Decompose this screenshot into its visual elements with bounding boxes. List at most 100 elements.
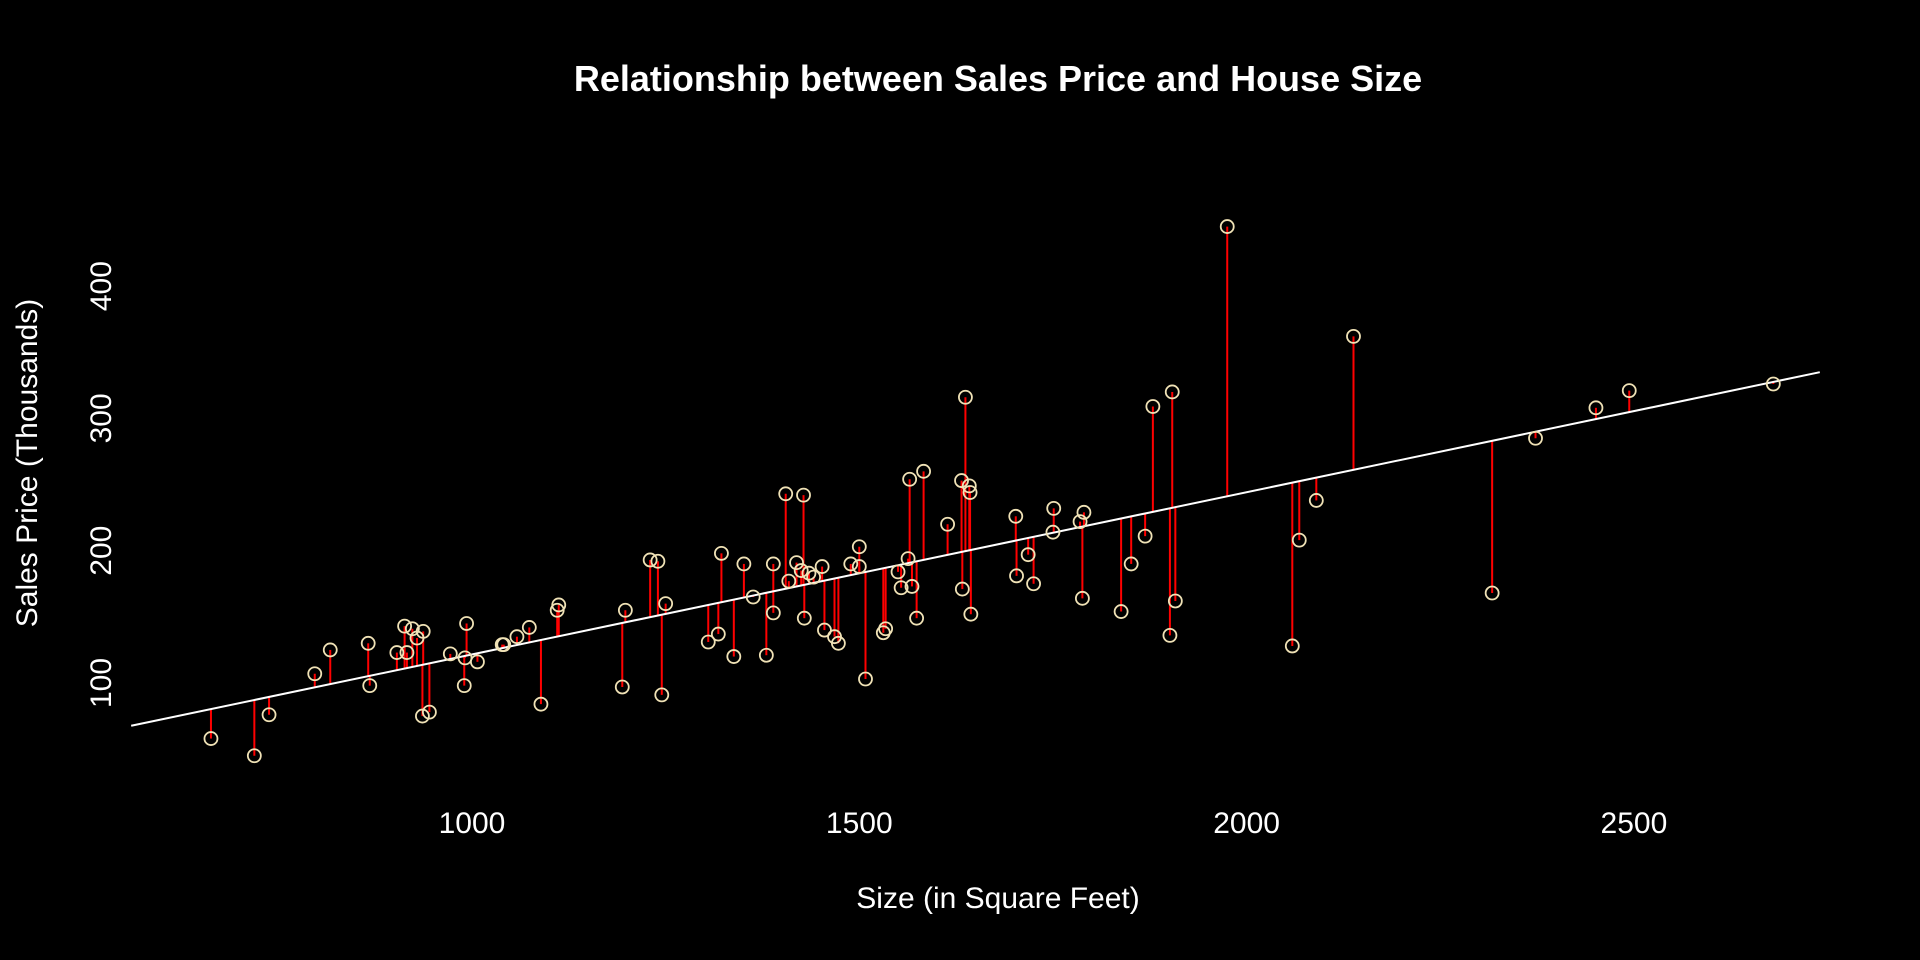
data-point	[415, 708, 430, 724]
data-point	[765, 605, 781, 621]
data-point	[893, 580, 909, 596]
x-tick-label: 2000	[1213, 807, 1280, 840]
y-tick-label: 200	[85, 526, 118, 576]
data-point	[533, 696, 549, 712]
data-point	[778, 486, 794, 502]
residual-lines	[209, 226, 1775, 756]
data-point	[650, 553, 666, 569]
data-points	[203, 219, 1781, 764]
data-point	[789, 555, 804, 571]
data-point	[1045, 524, 1061, 540]
data-point	[642, 552, 658, 568]
data-point	[421, 704, 437, 720]
data-point	[714, 545, 729, 561]
data-point	[958, 389, 973, 405]
data-point	[1123, 556, 1139, 572]
data-point	[459, 616, 474, 631]
data-point	[1528, 430, 1543, 446]
data-point	[765, 556, 781, 572]
regression-line	[130, 371, 1821, 727]
data-point	[617, 602, 633, 618]
data-point	[1484, 585, 1500, 601]
data-point	[1020, 547, 1036, 563]
data-point	[1284, 638, 1300, 654]
data-point	[745, 589, 761, 605]
data-point	[710, 626, 726, 642]
data-point	[307, 666, 323, 682]
data-point	[415, 624, 431, 639]
data-point	[858, 671, 873, 687]
data-point	[851, 539, 867, 555]
data-point	[1765, 376, 1781, 392]
data-point	[940, 516, 956, 532]
data-point	[658, 596, 674, 612]
data-point	[1026, 576, 1041, 592]
y-axis-ticks: 100 200 300 400	[85, 261, 118, 708]
data-point	[399, 645, 415, 660]
data-point	[962, 485, 978, 500]
data-point	[806, 569, 821, 585]
data-point	[902, 471, 918, 487]
data-point	[793, 563, 809, 578]
data-point	[551, 597, 567, 613]
data-point	[496, 637, 512, 653]
y-tick-label: 100	[85, 658, 118, 708]
data-point	[904, 579, 920, 594]
y-tick-label: 400	[85, 261, 118, 311]
data-point	[1162, 627, 1178, 643]
data-point	[1009, 568, 1024, 584]
data-point	[397, 618, 413, 634]
data-point	[521, 620, 537, 635]
data-point	[362, 678, 378, 694]
x-tick-label: 1000	[439, 807, 506, 840]
data-point	[1074, 590, 1090, 606]
data-point	[442, 646, 458, 662]
data-point	[843, 556, 859, 572]
data-point	[509, 629, 525, 645]
data-point	[700, 634, 716, 650]
x-axis-label: Size (in Square Feet)	[856, 882, 1139, 915]
data-point	[916, 463, 931, 479]
data-point	[1145, 399, 1161, 414]
data-point	[900, 551, 916, 567]
data-point	[796, 610, 812, 626]
data-point	[1008, 508, 1024, 524]
data-point	[954, 473, 969, 488]
data-point	[851, 559, 867, 574]
x-tick-label: 2500	[1601, 807, 1668, 840]
data-point	[1588, 400, 1604, 416]
data-point	[961, 478, 977, 494]
chart-title: Relationship between Sales Price and Hou…	[574, 58, 1422, 99]
data-point	[954, 581, 970, 597]
y-tick-label: 300	[85, 393, 118, 443]
data-point	[203, 731, 219, 746]
data-point	[890, 564, 906, 580]
data-point	[1046, 500, 1062, 516]
data-point	[360, 635, 376, 651]
data-point	[758, 647, 774, 663]
data-point	[801, 565, 817, 581]
data-point	[654, 687, 670, 703]
data-point	[246, 748, 262, 764]
data-point	[404, 621, 420, 637]
data-point	[389, 645, 405, 660]
y-axis-label: Sales Price (Thousands)	[11, 299, 44, 627]
data-point	[1308, 493, 1324, 508]
data-point	[1167, 593, 1183, 609]
data-point	[261, 707, 277, 723]
data-point	[322, 642, 338, 658]
data-point	[1219, 219, 1235, 234]
data-point	[1076, 504, 1092, 520]
x-tick-label: 1500	[826, 807, 893, 840]
data-point	[814, 559, 830, 574]
data-point	[1137, 528, 1153, 544]
data-point	[1621, 383, 1637, 399]
data-point	[830, 635, 846, 651]
data-point	[1072, 514, 1088, 529]
data-point	[726, 649, 742, 664]
data-point	[1291, 532, 1307, 548]
data-point	[736, 556, 752, 572]
data-point	[1346, 328, 1361, 344]
data-point	[781, 573, 797, 589]
